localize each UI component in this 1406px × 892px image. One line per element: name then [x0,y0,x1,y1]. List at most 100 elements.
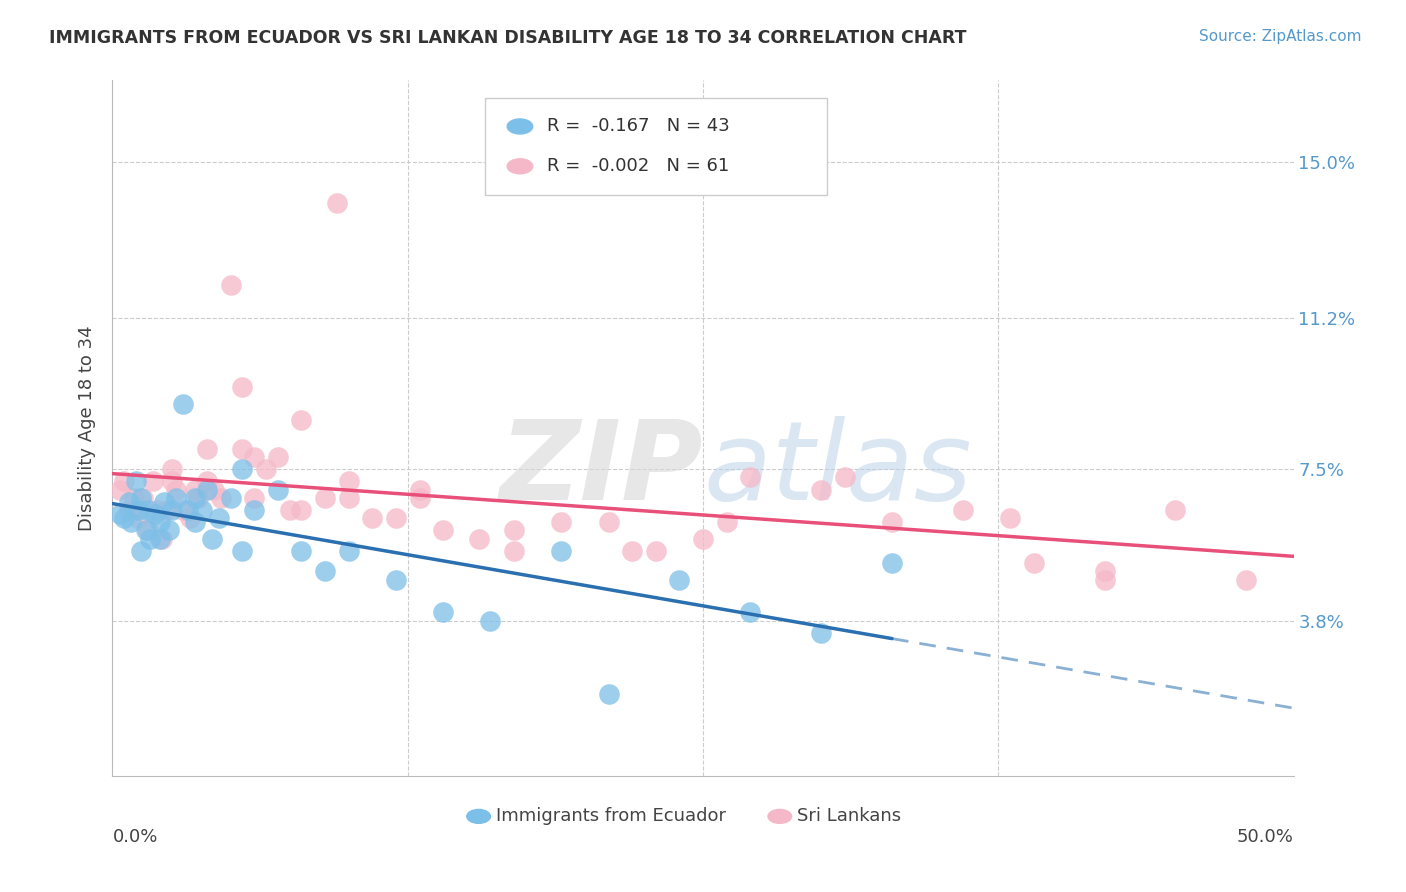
Point [254,462,277,476]
Point [1164,503,1187,517]
Point [132,491,155,505]
Point [432,605,454,619]
Y-axis label: Disability Age 18 to 34: Disability Age 18 to 34 [77,326,96,531]
Point [716,516,738,530]
Point [108,507,131,521]
Point [998,511,1021,525]
Text: R =  -0.167   N = 43: R = -0.167 N = 43 [547,118,730,136]
Point [880,556,903,570]
Text: atlas: atlas [703,417,972,524]
Point [135,524,157,538]
Point [179,511,201,525]
Point [184,491,207,505]
Point [231,462,253,476]
Point [267,483,290,497]
Point [143,507,166,521]
Point [314,491,336,505]
Point [125,475,148,489]
Point [408,491,430,505]
Point [337,491,360,505]
Point [337,475,360,489]
Point [202,483,225,497]
Circle shape [467,809,491,823]
Point [186,491,208,505]
Point [290,413,312,427]
Point [184,516,207,530]
Point [146,503,169,517]
Circle shape [508,159,533,174]
Point [231,442,253,456]
Point [160,503,183,517]
Point [692,532,714,546]
Point [231,380,253,394]
Point [467,532,489,546]
Point [278,503,301,517]
Point [432,524,454,538]
Text: Source: ZipAtlas.com: Source: ZipAtlas.com [1198,29,1361,44]
Point [740,605,762,619]
Point [150,532,173,546]
Point [209,491,232,505]
Point [112,511,135,525]
Point [136,503,159,517]
Text: R =  -0.002   N = 61: R = -0.002 N = 61 [547,157,730,175]
Circle shape [768,809,792,823]
Point [195,475,218,489]
Point [243,450,266,464]
Point [127,511,149,525]
Point [165,483,187,497]
Point [880,516,903,530]
Point [644,544,666,558]
Point [129,491,152,505]
Point [156,503,179,517]
Point [952,503,974,517]
Point [810,625,832,640]
Point [136,524,159,538]
Point [503,544,526,558]
Point [267,450,290,464]
Point [160,475,183,489]
Point [337,544,360,558]
Point [191,503,214,517]
Text: ZIP: ZIP [499,417,703,524]
Point [127,503,149,517]
Text: 0.0%: 0.0% [112,828,157,847]
Point [120,516,142,530]
Point [1234,573,1257,587]
Point [408,483,430,497]
Point [149,516,172,530]
Point [598,516,620,530]
Point [1022,556,1045,570]
Point [112,475,135,489]
Point [385,511,408,525]
Point [385,573,408,587]
Point [326,196,349,211]
Point [1094,565,1116,579]
Point [598,687,620,701]
Point [621,544,644,558]
Text: 50.0%: 50.0% [1237,828,1294,847]
Point [219,491,242,505]
FancyBboxPatch shape [485,98,827,195]
Point [243,491,266,505]
Point [118,495,141,509]
Point [201,532,224,546]
Point [108,483,131,497]
Point [810,483,832,497]
Point [503,524,526,538]
Point [479,614,502,628]
Point [139,532,162,546]
Point [290,503,312,517]
Point [208,511,231,525]
Text: Immigrants from Ecuador: Immigrants from Ecuador [496,807,727,825]
Point [149,532,172,546]
Point [118,503,141,517]
Point [1094,573,1116,587]
Point [195,483,218,497]
Point [160,462,183,476]
Point [129,544,152,558]
Point [122,491,145,505]
Point [243,503,266,517]
Point [834,470,856,484]
Point [290,544,312,558]
